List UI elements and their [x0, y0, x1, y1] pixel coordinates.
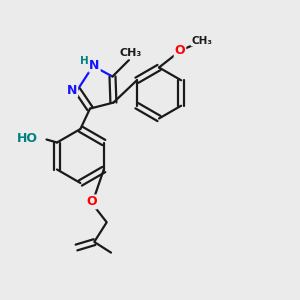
Text: CH₃: CH₃ — [120, 48, 142, 59]
Text: CH₃: CH₃ — [191, 35, 212, 46]
Text: O: O — [175, 44, 185, 58]
Text: N: N — [67, 83, 77, 97]
Text: O: O — [86, 195, 97, 208]
Text: HO: HO — [17, 132, 38, 145]
Text: H: H — [80, 56, 89, 67]
Text: N: N — [89, 58, 100, 72]
